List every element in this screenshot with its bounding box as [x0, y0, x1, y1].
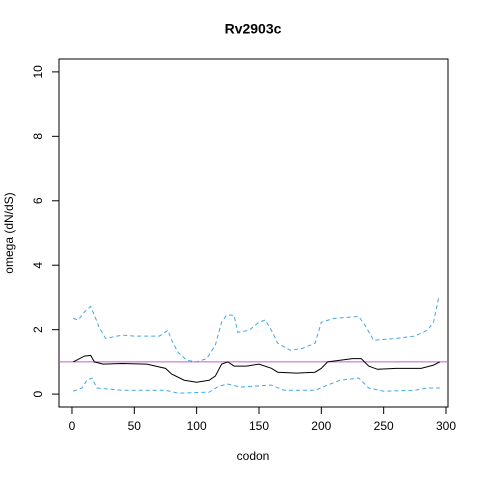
- y-tick-label: 10: [31, 65, 45, 79]
- y-tick-label: 6: [31, 197, 45, 204]
- y-axis-label: omega (dN/dS): [2, 192, 16, 273]
- y-tick-label: 0: [31, 390, 45, 397]
- x-tick-label: 0: [69, 419, 76, 433]
- y-tick-label: 2: [31, 326, 45, 333]
- y-tick-label: 4: [31, 262, 45, 269]
- series-line: [73, 377, 440, 394]
- x-axis-label: codon: [237, 449, 270, 463]
- x-tick-label: 300: [436, 419, 456, 433]
- series-line: [72, 354, 440, 383]
- y-tick-label: 8: [31, 133, 45, 140]
- plot-frame: [58, 58, 449, 408]
- x-tick-label: 50: [128, 419, 142, 433]
- x-tick-label: 100: [187, 419, 207, 433]
- series-line: [73, 298, 440, 363]
- x-tick-label: 150: [249, 419, 269, 433]
- chart-title: Rv2903c: [225, 21, 282, 37]
- x-tick-label: 250: [374, 419, 394, 433]
- x-tick-label: 200: [311, 419, 331, 433]
